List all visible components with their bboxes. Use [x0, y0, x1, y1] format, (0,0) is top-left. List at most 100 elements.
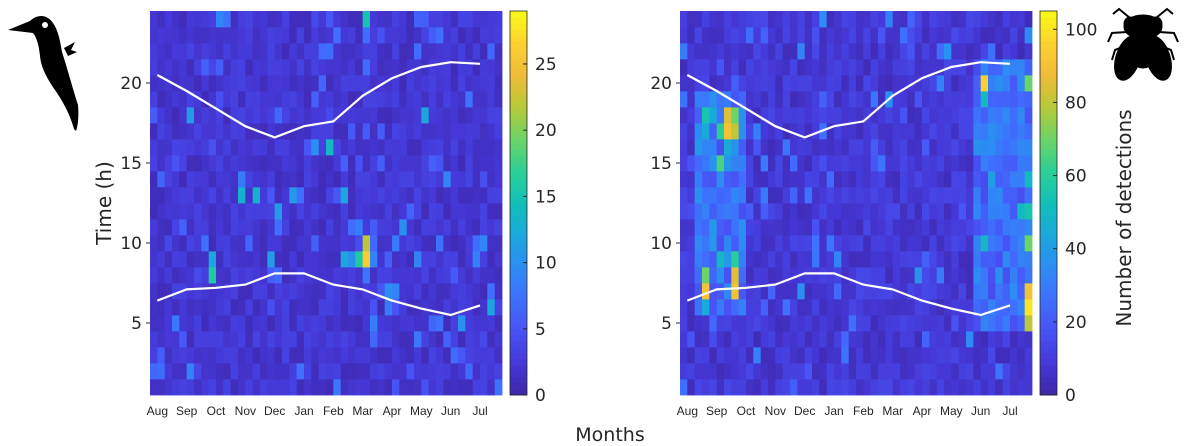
- heatmap-cell: [223, 27, 232, 44]
- heatmap-cell: [966, 299, 974, 316]
- heatmap-cell: [900, 251, 908, 268]
- heatmap-cell: [421, 187, 430, 204]
- heatmap-cell: [362, 331, 371, 348]
- heatmap-cell: [834, 107, 842, 124]
- heatmap-cell: [443, 379, 452, 396]
- heatmap-cell: [326, 219, 334, 236]
- heatmap-cell: [436, 11, 444, 28]
- heatmap-cell: [208, 171, 217, 188]
- heatmap-cell: [230, 75, 239, 92]
- heatmap-cell: [980, 235, 989, 252]
- heatmap-cell: [223, 59, 232, 76]
- heatmap-cell: [333, 347, 342, 364]
- heatmap-cell: [922, 379, 930, 396]
- heatmap-cell: [172, 267, 180, 284]
- heatmap-cell: [157, 331, 166, 348]
- heatmap-cell: [848, 347, 857, 364]
- heatmap-cell: [392, 299, 400, 316]
- heatmap-cell: [282, 251, 290, 268]
- heatmap-cell: [870, 267, 879, 284]
- heatmap-cell: [194, 11, 202, 28]
- heatmap-cell: [362, 75, 371, 92]
- heatmap-cell: [304, 107, 312, 124]
- colorbar-segment: [510, 323, 527, 330]
- heatmap-cell: [443, 123, 452, 140]
- heatmap-cell: [421, 139, 430, 156]
- heatmap-cell: [958, 107, 967, 124]
- heatmap-cell: [885, 235, 894, 252]
- heatmap-cell: [680, 91, 688, 108]
- heatmap-cell: [995, 347, 1004, 364]
- heatmap-cell: [428, 59, 437, 76]
- heatmap-cell: [355, 43, 364, 60]
- heatmap-cell: [709, 171, 718, 188]
- heatmap-cell: [194, 203, 202, 220]
- heatmap-cell: [399, 155, 408, 172]
- heatmap-cell: [172, 59, 180, 76]
- heatmap-cell: [929, 235, 938, 252]
- heatmap-cell: [724, 171, 732, 188]
- heatmap-cell: [304, 171, 312, 188]
- heatmap-cell: [1002, 235, 1011, 252]
- heatmap-cell: [848, 75, 857, 92]
- heatmap-cell: [863, 203, 872, 220]
- colorbar-segment: [1040, 125, 1057, 132]
- heatmap-cell: [260, 139, 268, 156]
- heatmap-cell: [841, 11, 850, 28]
- heatmap-cell: [179, 75, 188, 92]
- heatmap-cell: [370, 347, 378, 364]
- heatmap-cell: [973, 363, 982, 380]
- heatmap-cell: [804, 251, 813, 268]
- heatmap-cell: [702, 11, 710, 28]
- heatmap-cell: [311, 75, 320, 92]
- heatmap-cell: [179, 363, 188, 380]
- heatmap-cell: [724, 187, 732, 204]
- heatmap-cell: [186, 347, 195, 364]
- heatmap-cell: [782, 11, 791, 28]
- heatmap-cell: [150, 107, 158, 124]
- heatmap-cell: [819, 299, 828, 316]
- heatmap-cell: [1024, 155, 1033, 172]
- heatmap-cell: [1010, 107, 1018, 124]
- heatmap-cell: [760, 107, 769, 124]
- heatmap-cell: [797, 315, 806, 332]
- colorbar-segment: [1040, 239, 1057, 246]
- heatmap-cell: [878, 235, 886, 252]
- heatmap-cell: [150, 347, 158, 364]
- heatmap-cell: [995, 235, 1004, 252]
- heatmap-cell: [746, 75, 754, 92]
- heatmap-cell: [760, 203, 769, 220]
- heatmap-cell: [311, 251, 320, 268]
- heatmap-cell: [944, 155, 952, 172]
- heatmap-cell: [1017, 347, 1026, 364]
- heatmap-cell: [716, 283, 725, 300]
- heatmap-cell: [738, 267, 747, 284]
- heatmap-cell: [819, 219, 828, 236]
- heatmap-cell: [834, 331, 842, 348]
- heatmap-cell: [443, 331, 452, 348]
- heatmap-cell: [355, 267, 364, 284]
- heatmap-cell: [885, 139, 894, 156]
- heatmap-cell: [694, 203, 703, 220]
- heatmap-cell: [480, 59, 488, 76]
- heatmap-cell: [326, 11, 334, 28]
- heatmap-cell: [362, 347, 371, 364]
- heatmap-cell: [318, 331, 327, 348]
- heatmap-cell: [929, 251, 938, 268]
- heatmap-cell: [944, 251, 952, 268]
- heatmap-cell: [966, 331, 974, 348]
- heatmap-cell: [731, 235, 740, 252]
- colorbar-segment: [1040, 47, 1057, 54]
- heatmap-cell: [951, 315, 960, 332]
- heatmap-cell: [687, 155, 696, 172]
- heatmap-cell: [157, 107, 166, 124]
- colorbar-segment: [1040, 335, 1057, 342]
- heatmap-cell: [900, 27, 908, 44]
- heatmap-cell: [768, 315, 776, 332]
- heatmap-cell: [465, 283, 474, 300]
- heatmap-cell: [988, 251, 996, 268]
- heatmap-cell: [355, 363, 364, 380]
- heatmap-cell: [208, 43, 217, 60]
- heatmap-cell: [958, 363, 967, 380]
- heatmap-cell: [450, 91, 459, 108]
